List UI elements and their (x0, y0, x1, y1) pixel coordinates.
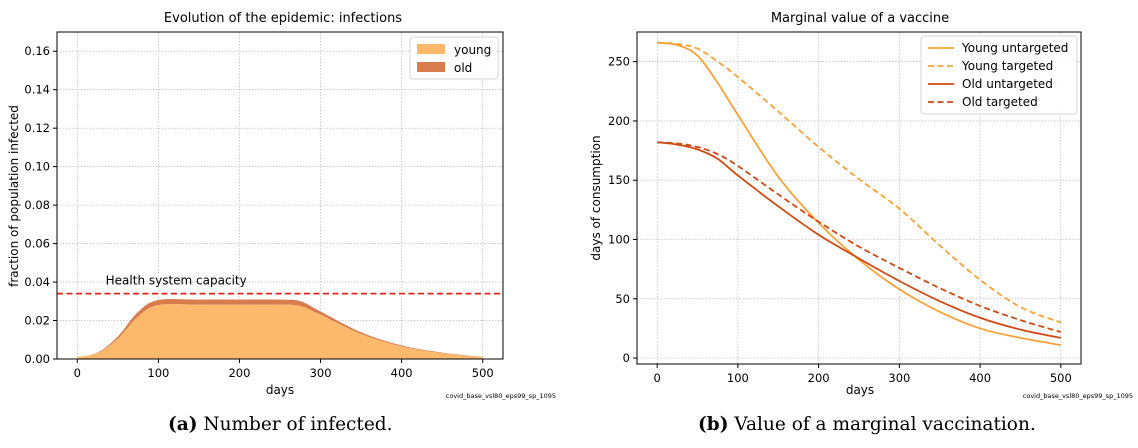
line-old-targeted (657, 142, 1061, 332)
legend-label: Young targeted (961, 59, 1053, 73)
chart-a-title: Evolution of the epidemic: infections (164, 11, 402, 26)
caption-b-label: (b) (698, 414, 728, 435)
y-tick-label: 150 (608, 173, 630, 187)
x-tick-label: 400 (391, 366, 413, 380)
legend-label: Old targeted (962, 95, 1038, 109)
y-tick-label: 0.08 (24, 198, 50, 212)
chart-b-annotation: covid_base_vsl80_eps99_sp_1095 (1023, 392, 1133, 400)
legend-label: Young untargeted (961, 41, 1068, 55)
y-tick-label: 250 (608, 55, 630, 69)
legend-label: old (454, 61, 472, 75)
x-tick-label: 100 (147, 366, 169, 380)
chart-b-x-ticks: 0 100 200 300 400 500 (654, 364, 1072, 385)
y-tick-label: 0 (623, 351, 630, 365)
x-tick-label: 200 (228, 366, 250, 380)
x-tick-label: 400 (969, 371, 991, 385)
legend-label: Old untargeted (962, 77, 1053, 91)
legend-swatch (417, 62, 445, 72)
figure: Evolution of the epidemic: infections He… (0, 0, 1138, 410)
caption-b-text: Value of a marginal vaccination. (734, 414, 1035, 435)
y-tick-label: 0.04 (24, 275, 50, 289)
caption-a: (a) Number of infected. (168, 414, 393, 435)
chart-b-y-label: days of consumption (589, 135, 603, 260)
chart-b-x-label: days (846, 383, 874, 397)
x-tick-label: 500 (472, 366, 494, 380)
caption-a-text: Number of infected. (203, 414, 392, 435)
chart-a-annotation: covid_base_vsl80_eps99_sp_1095 (446, 392, 556, 400)
y-tick-label: 0.00 (24, 352, 50, 366)
chart-b-y-ticks: 0 50 100 150 200 250 (608, 55, 637, 365)
x-tick-label: 300 (310, 366, 332, 380)
capacity-label: Health system capacity (106, 274, 247, 288)
chart-vaccine-value: Marginal value of a vaccine 0 100 200 300 40… (589, 11, 1133, 400)
chart-a-y-label: fraction of population infected (7, 105, 21, 287)
y-tick-label: 200 (608, 114, 630, 128)
y-tick-label: 0.10 (24, 160, 50, 174)
x-tick-label: 200 (808, 371, 830, 385)
y-tick-label: 100 (608, 233, 630, 247)
chart-b-legend: Young untargeted Young targeted Old untarg… (921, 36, 1077, 114)
chart-a-x-ticks: 0 100 200 300 400 500 (74, 359, 494, 380)
chart-a-y-ticks: 0.00 0.02 0.04 0.06 0.08 0.10 0.12 0.14 0.16 (24, 44, 57, 366)
y-tick-label: 0.14 (24, 83, 50, 97)
chart-a-x-label: days (266, 383, 294, 397)
caption-a-label: (a) (168, 414, 198, 435)
y-tick-label: 0.02 (24, 314, 50, 328)
legend-swatch (417, 44, 445, 54)
y-tick-label: 0.12 (24, 121, 50, 135)
y-tick-label: 0.16 (24, 44, 50, 58)
y-tick-label: 50 (615, 292, 630, 306)
x-tick-label: 100 (727, 371, 749, 385)
legend-label: young (454, 43, 491, 57)
chart-a-areas (77, 299, 482, 359)
x-tick-label: 0 (654, 371, 661, 385)
chart-b-title: Marginal value of a vaccine (771, 11, 949, 26)
line-old-untargeted (657, 142, 1061, 338)
chart-a-reference: Health system capacity (57, 274, 503, 294)
x-tick-label: 0 (74, 366, 81, 380)
x-tick-label: 500 (1050, 371, 1072, 385)
caption-b: (b) Value of a marginal vaccination. (698, 414, 1036, 435)
y-tick-label: 0.06 (24, 237, 50, 251)
chart-infections: Evolution of the epidemic: infections He… (7, 11, 556, 400)
chart-a-legend: young old (410, 37, 498, 79)
x-tick-label: 300 (888, 371, 910, 385)
